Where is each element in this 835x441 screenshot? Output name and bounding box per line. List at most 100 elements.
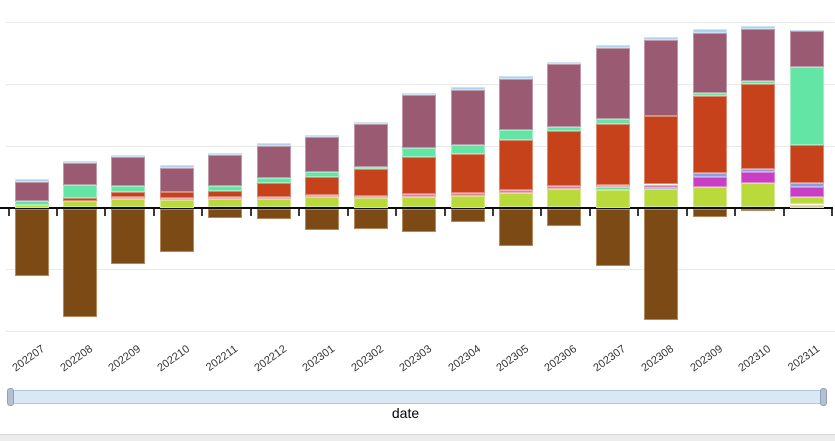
- bar-segment-lime-202309[interactable]: [692, 186, 727, 208]
- bar-segment-lightblue-202209[interactable]: [111, 154, 146, 158]
- bar-segment-lightblue-202307[interactable]: [595, 45, 630, 49]
- bar-segment-pink-202210[interactable]: [159, 197, 194, 200]
- bar-segment-periwinkle-202311[interactable]: [789, 183, 824, 187]
- bar-segment-brown-202303[interactable]: [402, 208, 437, 232]
- date-range-scrollbar-track[interactable]: [8, 390, 827, 404]
- bar-segment-brown-202304[interactable]: [450, 208, 485, 222]
- bar-segment-mint-202307[interactable]: [595, 119, 630, 124]
- bar-segment-lime-202209[interactable]: [111, 198, 146, 208]
- bar-segment-brown-202210[interactable]: [159, 208, 194, 252]
- bar-segment-red-202208[interactable]: [62, 198, 97, 201]
- bar-segment-pink-202212[interactable]: [256, 196, 291, 199]
- bar-segment-mauve-202302[interactable]: [353, 124, 388, 167]
- bar-segment-lime-202311[interactable]: [789, 196, 824, 205]
- bar-segment-periwinkle-202308[interactable]: [644, 187, 679, 190]
- bar-segment-pink-202305[interactable]: [499, 190, 533, 193]
- bar-segment-pink-202308[interactable]: [644, 184, 679, 188]
- bar-segment-lightblue-202309[interactable]: [692, 29, 727, 33]
- bar-segment-mint-202207[interactable]: [14, 201, 49, 205]
- bar-segment-lime-202310[interactable]: [741, 182, 776, 208]
- date-range-scrollbar-left-handle[interactable]: [7, 388, 14, 406]
- bar-segment-lightblue-202207[interactable]: [14, 179, 49, 182]
- bar-segment-lightblue-202303[interactable]: [402, 92, 437, 95]
- bar-segment-lime-202307[interactable]: [595, 190, 630, 208]
- bar-segment-pink-202302[interactable]: [353, 196, 388, 198]
- bar-segment-lightblue-202212[interactable]: [256, 143, 291, 146]
- bar-segment-mint-202306[interactable]: [547, 127, 582, 131]
- bar-segment-brown-202211[interactable]: [208, 208, 243, 218]
- bar-segment-brown-202208[interactable]: [62, 208, 97, 317]
- bar-segment-mauve-202209[interactable]: [111, 157, 146, 186]
- bar-segment-pink-202209[interactable]: [111, 196, 146, 199]
- bar-segment-red-202301[interactable]: [305, 177, 340, 195]
- bar-segment-mauve-202309[interactable]: [692, 32, 727, 94]
- bar-segment-red-202311[interactable]: [789, 145, 824, 184]
- bar-segment-mauve-202212[interactable]: [256, 145, 291, 179]
- bar-segment-lightblue-202210[interactable]: [159, 165, 194, 168]
- bar-segment-mint-202301[interactable]: [305, 171, 340, 178]
- bar-segment-mint-202304[interactable]: [450, 145, 485, 154]
- bar-segment-lightblue-202305[interactable]: [499, 76, 533, 79]
- bar-segment-lightblue-202310[interactable]: [741, 26, 776, 30]
- bar-segment-brown-202306[interactable]: [547, 208, 582, 226]
- bar-segment-mint-202302[interactable]: [353, 166, 388, 169]
- bar-segment-red-202310[interactable]: [741, 84, 776, 170]
- bar-segment-lime-202306[interactable]: [547, 189, 582, 208]
- bar-segment-mint-202303[interactable]: [402, 148, 437, 158]
- bar-segment-mint-202212[interactable]: [256, 178, 291, 184]
- bar-segment-mint-202307[interactable]: [595, 187, 630, 190]
- bar-segment-mint-202305[interactable]: [499, 130, 533, 140]
- bar-segment-mauve-202301[interactable]: [305, 137, 340, 172]
- bar-segment-lightblue-202301[interactable]: [305, 135, 340, 138]
- bar-segment-brown-202212[interactable]: [256, 208, 291, 219]
- bar-segment-mint-202311[interactable]: [789, 66, 824, 145]
- bar-segment-red-202210[interactable]: [159, 191, 194, 198]
- bar-segment-brown-202308[interactable]: [644, 208, 679, 320]
- bar-segment-lime-202211[interactable]: [208, 199, 243, 208]
- bar-segment-brown-202310[interactable]: [741, 208, 776, 211]
- bar-segment-periwinkle-202310[interactable]: [741, 169, 776, 172]
- bar-segment-pink-202303[interactable]: [402, 194, 437, 197]
- bar-segment-red-202307[interactable]: [595, 124, 630, 185]
- bar-segment-mauve-202310[interactable]: [741, 29, 776, 81]
- bar-segment-lightblue-202302[interactable]: [353, 121, 388, 124]
- bar-segment-lightblue-202211[interactable]: [208, 152, 243, 155]
- bar-segment-mauve-202303[interactable]: [402, 95, 437, 149]
- bar-segment-red-202212[interactable]: [256, 183, 291, 197]
- bar-segment-mauve-202211[interactable]: [208, 155, 243, 186]
- bar-segment-khaki-202311[interactable]: [789, 204, 824, 208]
- bar-segment-periwinkle-202309[interactable]: [692, 173, 727, 177]
- bar-segment-mauve-202311[interactable]: [789, 31, 824, 67]
- bar-segment-mauve-202208[interactable]: [62, 163, 97, 185]
- bar-segment-red-202304[interactable]: [450, 154, 485, 194]
- bar-segment-mint-202310[interactable]: [741, 80, 776, 84]
- bar-segment-lime-202305[interactable]: [499, 192, 533, 208]
- bar-segment-brown-202307[interactable]: [595, 208, 630, 266]
- bar-segment-mauve-202307[interactable]: [595, 48, 630, 120]
- bar-segment-red-202209[interactable]: [111, 191, 146, 197]
- bar-segment-red-202309[interactable]: [692, 96, 727, 174]
- bar-segment-brown-202309[interactable]: [692, 208, 727, 217]
- bar-segment-lime-202302[interactable]: [353, 198, 388, 208]
- bar-segment-brown-202301[interactable]: [305, 208, 340, 230]
- bar-segment-lime-202208[interactable]: [62, 200, 97, 208]
- bar-segment-lime-202212[interactable]: [256, 198, 291, 208]
- bar-segment-lime-202304[interactable]: [450, 196, 485, 208]
- bar-segment-red-202308[interactable]: [644, 116, 679, 185]
- bar-segment-mauve-202305[interactable]: [499, 78, 533, 130]
- bar-segment-pink-202211[interactable]: [208, 197, 243, 200]
- bar-segment-lightblue-202311[interactable]: [789, 29, 824, 31]
- bar-segment-mint-202211[interactable]: [208, 186, 243, 191]
- bar-segment-pink-202306[interactable]: [547, 186, 582, 190]
- bar-segment-red-202305[interactable]: [499, 140, 533, 190]
- bar-segment-brown-202207[interactable]: [14, 208, 49, 276]
- bar-segment-red-202306[interactable]: [547, 131, 582, 186]
- bar-segment-mauve-202210[interactable]: [159, 167, 194, 192]
- bar-segment-lime-202301[interactable]: [305, 196, 340, 208]
- bar-segment-red-202302[interactable]: [353, 169, 388, 196]
- bar-segment-magenta-202311[interactable]: [789, 186, 824, 197]
- bar-segment-lightblue-202208[interactable]: [62, 160, 97, 164]
- bar-segment-mauve-202207[interactable]: [14, 181, 49, 201]
- bar-segment-magenta-202310[interactable]: [741, 171, 776, 183]
- bar-segment-lime-202303[interactable]: [402, 196, 437, 208]
